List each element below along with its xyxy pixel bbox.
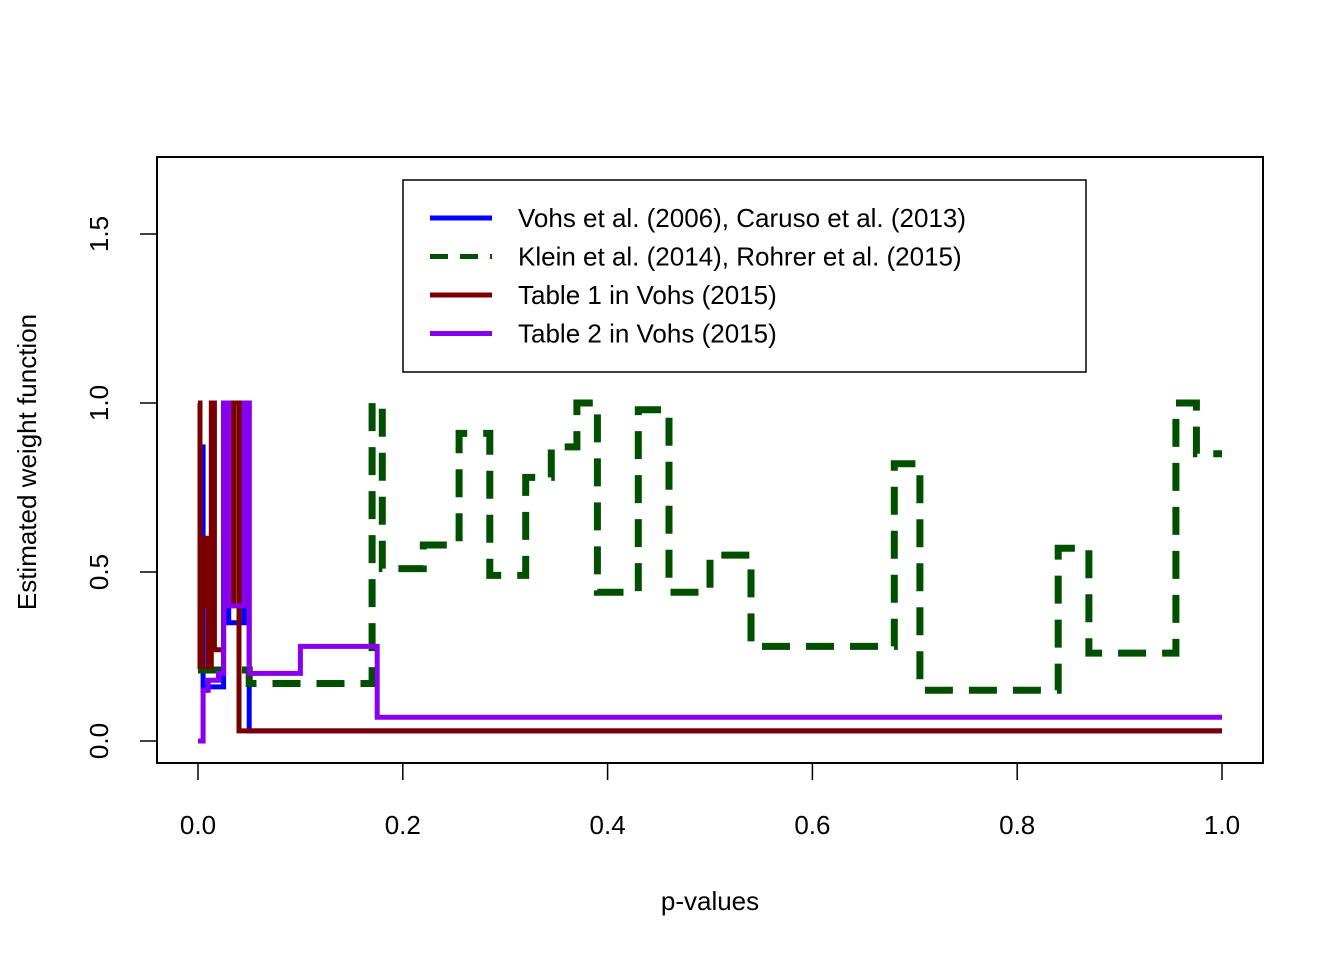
x-tick-label: 1.0 <box>1204 810 1240 840</box>
y-tick-label: 0.5 <box>84 554 114 590</box>
series-layer <box>197 399 1222 744</box>
x-tick-label: 0.8 <box>999 810 1035 840</box>
series-line-4 <box>198 400 1222 744</box>
y-axis: 0.0 0.5 1.0 1.5 <box>84 216 158 759</box>
legend-label-3: Table 1 in Vohs (2015) <box>518 280 777 310</box>
y-tick-label: 1.0 <box>84 385 114 421</box>
legend: Vohs et al. (2006), Caruso et al. (2013)… <box>402 179 1087 373</box>
legend-label-2: Klein et al. (2014), Rohrer et al. (2015… <box>518 242 962 272</box>
y-tick-label: 0.0 <box>84 723 114 759</box>
legend-label-4: Table 2 in Vohs (2015) <box>518 319 777 349</box>
series-line-2 <box>198 399 1222 694</box>
x-tick-label: 0.4 <box>590 810 626 840</box>
x-axis-title: p-values <box>661 886 759 916</box>
y-axis-title: Estimated weight function <box>12 314 42 610</box>
x-tick-label: 0.2 <box>385 810 421 840</box>
x-axis: 0.0 0.2 0.4 0.6 0.8 1.0 <box>180 762 1240 840</box>
legend-box <box>402 179 1087 373</box>
y-tick-label: 1.5 <box>84 216 114 252</box>
x-tick-label: 0.6 <box>794 810 830 840</box>
x-tick-label: 0.0 <box>180 810 216 840</box>
legend-label-1: Vohs et al. (2006), Caruso et al. (2013) <box>518 203 966 233</box>
